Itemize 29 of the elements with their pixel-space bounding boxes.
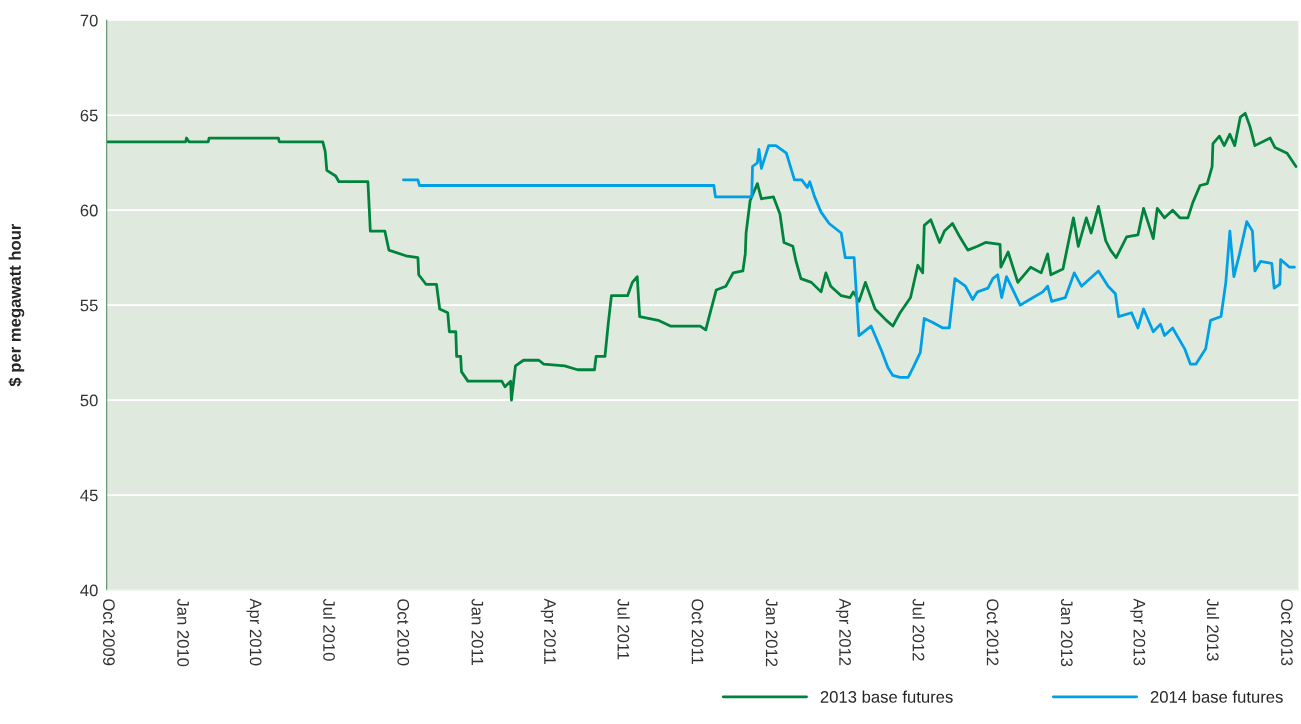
y-tick-label: 45 (80, 489, 98, 502)
y-axis-title: $ per megawatt hour (8, 223, 25, 387)
legend-label: 2013 base futures (820, 690, 953, 703)
x-tick-label: Apr 2013 (1130, 598, 1146, 666)
x-tick-label: Jan 2012 (765, 598, 778, 667)
x-tick-label: Oct 2013 (1281, 599, 1293, 666)
y-tick-label: 60 (80, 204, 98, 217)
x-tick-label: Jul 2011 (617, 598, 630, 660)
x-tick-label: Jul 2013 (1206, 598, 1220, 661)
y-tick-label: 55 (80, 299, 98, 312)
x-tick-label: Apr 2012 (835, 598, 851, 666)
x-tick-label: Jul 2012 (912, 598, 925, 661)
x-tick-label: Jan 2011 (471, 598, 484, 665)
y-tick-label: 70 (80, 14, 98, 27)
legend-label: 2014 base futures (1150, 690, 1283, 703)
x-tick-label: Oct 2012 (986, 599, 999, 666)
x-tick-label: Oct 2009 (103, 599, 115, 666)
x-tick-label: Apr 2011 (540, 598, 556, 664)
x-tick-label: Jul 2010 (323, 598, 336, 661)
y-tick-label: 40 (80, 584, 98, 597)
y-tick-label: 50 (80, 394, 98, 407)
x-tick-label: Jan 2010 (177, 598, 189, 667)
y-tick-label: 65 (80, 109, 98, 122)
x-tick-label: Apr 2010 (246, 598, 262, 666)
x-tick-label: Oct 2011 (691, 599, 704, 664)
line-series (106, 111, 1298, 402)
x-tick-label: Oct 2010 (397, 599, 410, 666)
x-tick-label: Jan 2013 (1060, 598, 1073, 667)
line-series (402, 144, 1296, 379)
